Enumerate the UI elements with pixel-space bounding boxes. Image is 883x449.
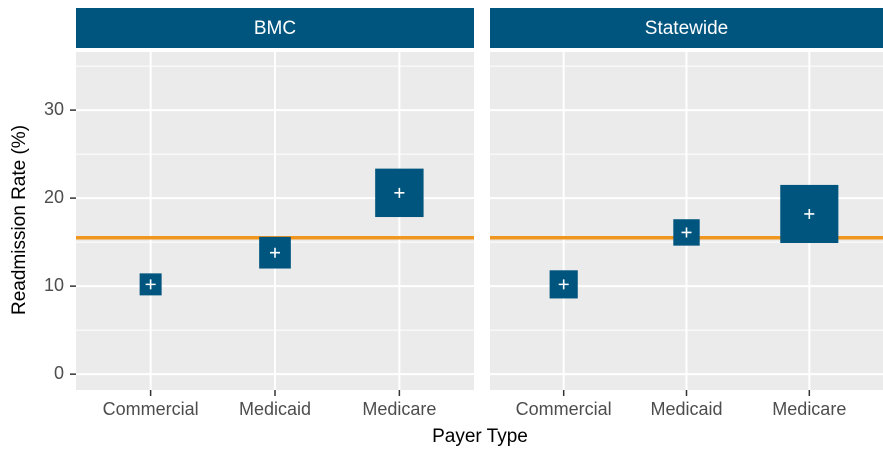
y-axis-title: Readmission Rate (%) [9, 125, 30, 315]
y-tick-label: 20 [44, 187, 64, 207]
y-tick-label: 0 [54, 363, 64, 383]
point-plus [270, 247, 280, 258]
x-axis-title: Payer Type [432, 426, 528, 447]
x-tick-label: Medicare [772, 399, 846, 419]
point [673, 219, 700, 246]
point-plus [145, 279, 156, 290]
point [259, 236, 291, 269]
strip-title: Statewide [645, 18, 728, 39]
x-tick-label: Medicare [362, 399, 436, 419]
strip [490, 8, 883, 48]
point-plus [681, 227, 692, 238]
point [549, 270, 578, 299]
strip-title: BMC [254, 18, 296, 39]
x-tick-label: Commercial [103, 399, 199, 419]
point-plus [394, 187, 405, 198]
point-plus [804, 208, 815, 219]
x-tick-label: Medicaid [650, 399, 722, 419]
point [375, 168, 424, 218]
point [139, 273, 162, 296]
y-tick-label: 10 [44, 275, 64, 295]
y-tick-label: 30 [44, 99, 64, 119]
point [780, 184, 839, 244]
point-plus [558, 279, 569, 290]
x-tick-label: Commercial [516, 399, 612, 419]
strip [76, 8, 474, 48]
x-tick-label: Medicaid [239, 399, 311, 419]
